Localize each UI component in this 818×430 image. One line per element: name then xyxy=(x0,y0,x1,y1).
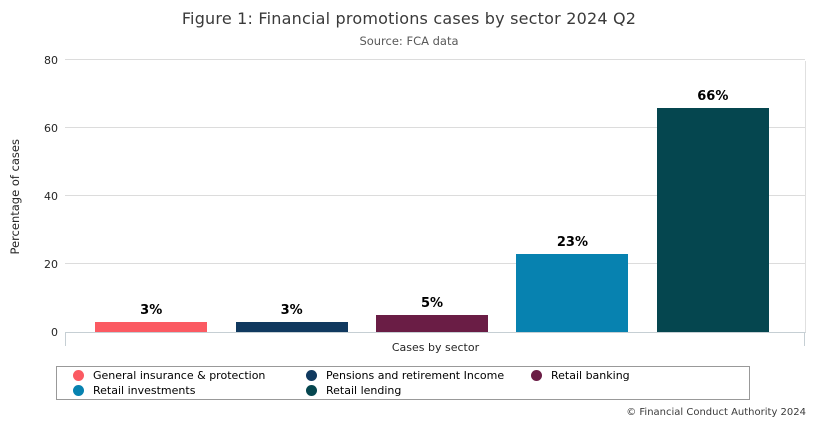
gridline-y40 xyxy=(65,195,805,196)
bar-pensions-and-retirement-income xyxy=(235,321,348,332)
y-tick-label-80: 80 xyxy=(44,54,58,67)
x-axis-right-cap xyxy=(804,332,805,346)
y-tick-label-60: 60 xyxy=(44,122,58,135)
y-tick-label-20: 20 xyxy=(44,258,58,271)
legend-marker-icon xyxy=(73,370,84,381)
bar-retail-banking xyxy=(376,315,489,332)
y-axis-ticks: 0 20 40 60 80 xyxy=(0,54,58,339)
legend-item: Pensions and retirement Income xyxy=(306,369,531,383)
chart-title: Figure 1: Financial promotions cases by … xyxy=(181,9,637,28)
bar-retail-investments xyxy=(516,253,629,332)
bar-general-insurance-protection xyxy=(95,321,208,332)
x-axis-title: Cases by sector xyxy=(391,341,480,354)
y-tick-label-40: 40 xyxy=(44,190,58,203)
plot-area: 3% 3% 5% 23% 66% xyxy=(65,59,806,346)
bar-value-label: 23% xyxy=(556,234,588,250)
gridline-y60 xyxy=(65,127,805,128)
legend-item: Retail banking xyxy=(531,369,749,383)
x-axis-left-cap xyxy=(65,332,66,346)
bar-value-label: 3% xyxy=(280,302,303,318)
legend-item: General insurance & protection xyxy=(73,369,306,383)
legend-marker-icon xyxy=(306,370,317,381)
bar-retail-lending xyxy=(656,107,769,332)
bar-value-label: 3% xyxy=(140,302,163,318)
chart-subtitle: Source: FCA data xyxy=(359,34,459,48)
copyright-text: © Financial Conduct Authority 2024 xyxy=(626,407,806,418)
bar-slot: 66% xyxy=(643,61,783,332)
legend-label: Pensions and retirement Income xyxy=(326,369,505,382)
bar-slot: 23% xyxy=(502,61,642,332)
bar-slot: 3% xyxy=(81,61,221,332)
bar-slot: 3% xyxy=(221,61,361,332)
bar-series: 3% 3% 5% 23% 66% xyxy=(65,61,805,332)
bar-value-label: 66% xyxy=(697,88,729,104)
legend: General insurance & protection Pensions a… xyxy=(56,366,750,400)
gridline-y80 xyxy=(65,59,805,60)
legend-marker-icon xyxy=(531,370,542,381)
bar-value-label: 5% xyxy=(420,296,444,311)
legend-label: Retail lending xyxy=(326,384,402,397)
gridline-y20 xyxy=(65,263,805,264)
legend-label: Retail investments xyxy=(93,384,196,397)
bar-slot: 5% xyxy=(362,61,502,332)
y-tick-label-0: 0 xyxy=(51,326,58,339)
legend-marker-icon xyxy=(73,385,84,396)
legend-item: Retail investments xyxy=(73,384,306,398)
legend-label: General insurance & protection xyxy=(93,369,266,382)
legend-label: Retail banking xyxy=(551,369,630,382)
legend-item: Retail lending xyxy=(306,384,531,398)
legend-marker-icon xyxy=(306,385,317,396)
